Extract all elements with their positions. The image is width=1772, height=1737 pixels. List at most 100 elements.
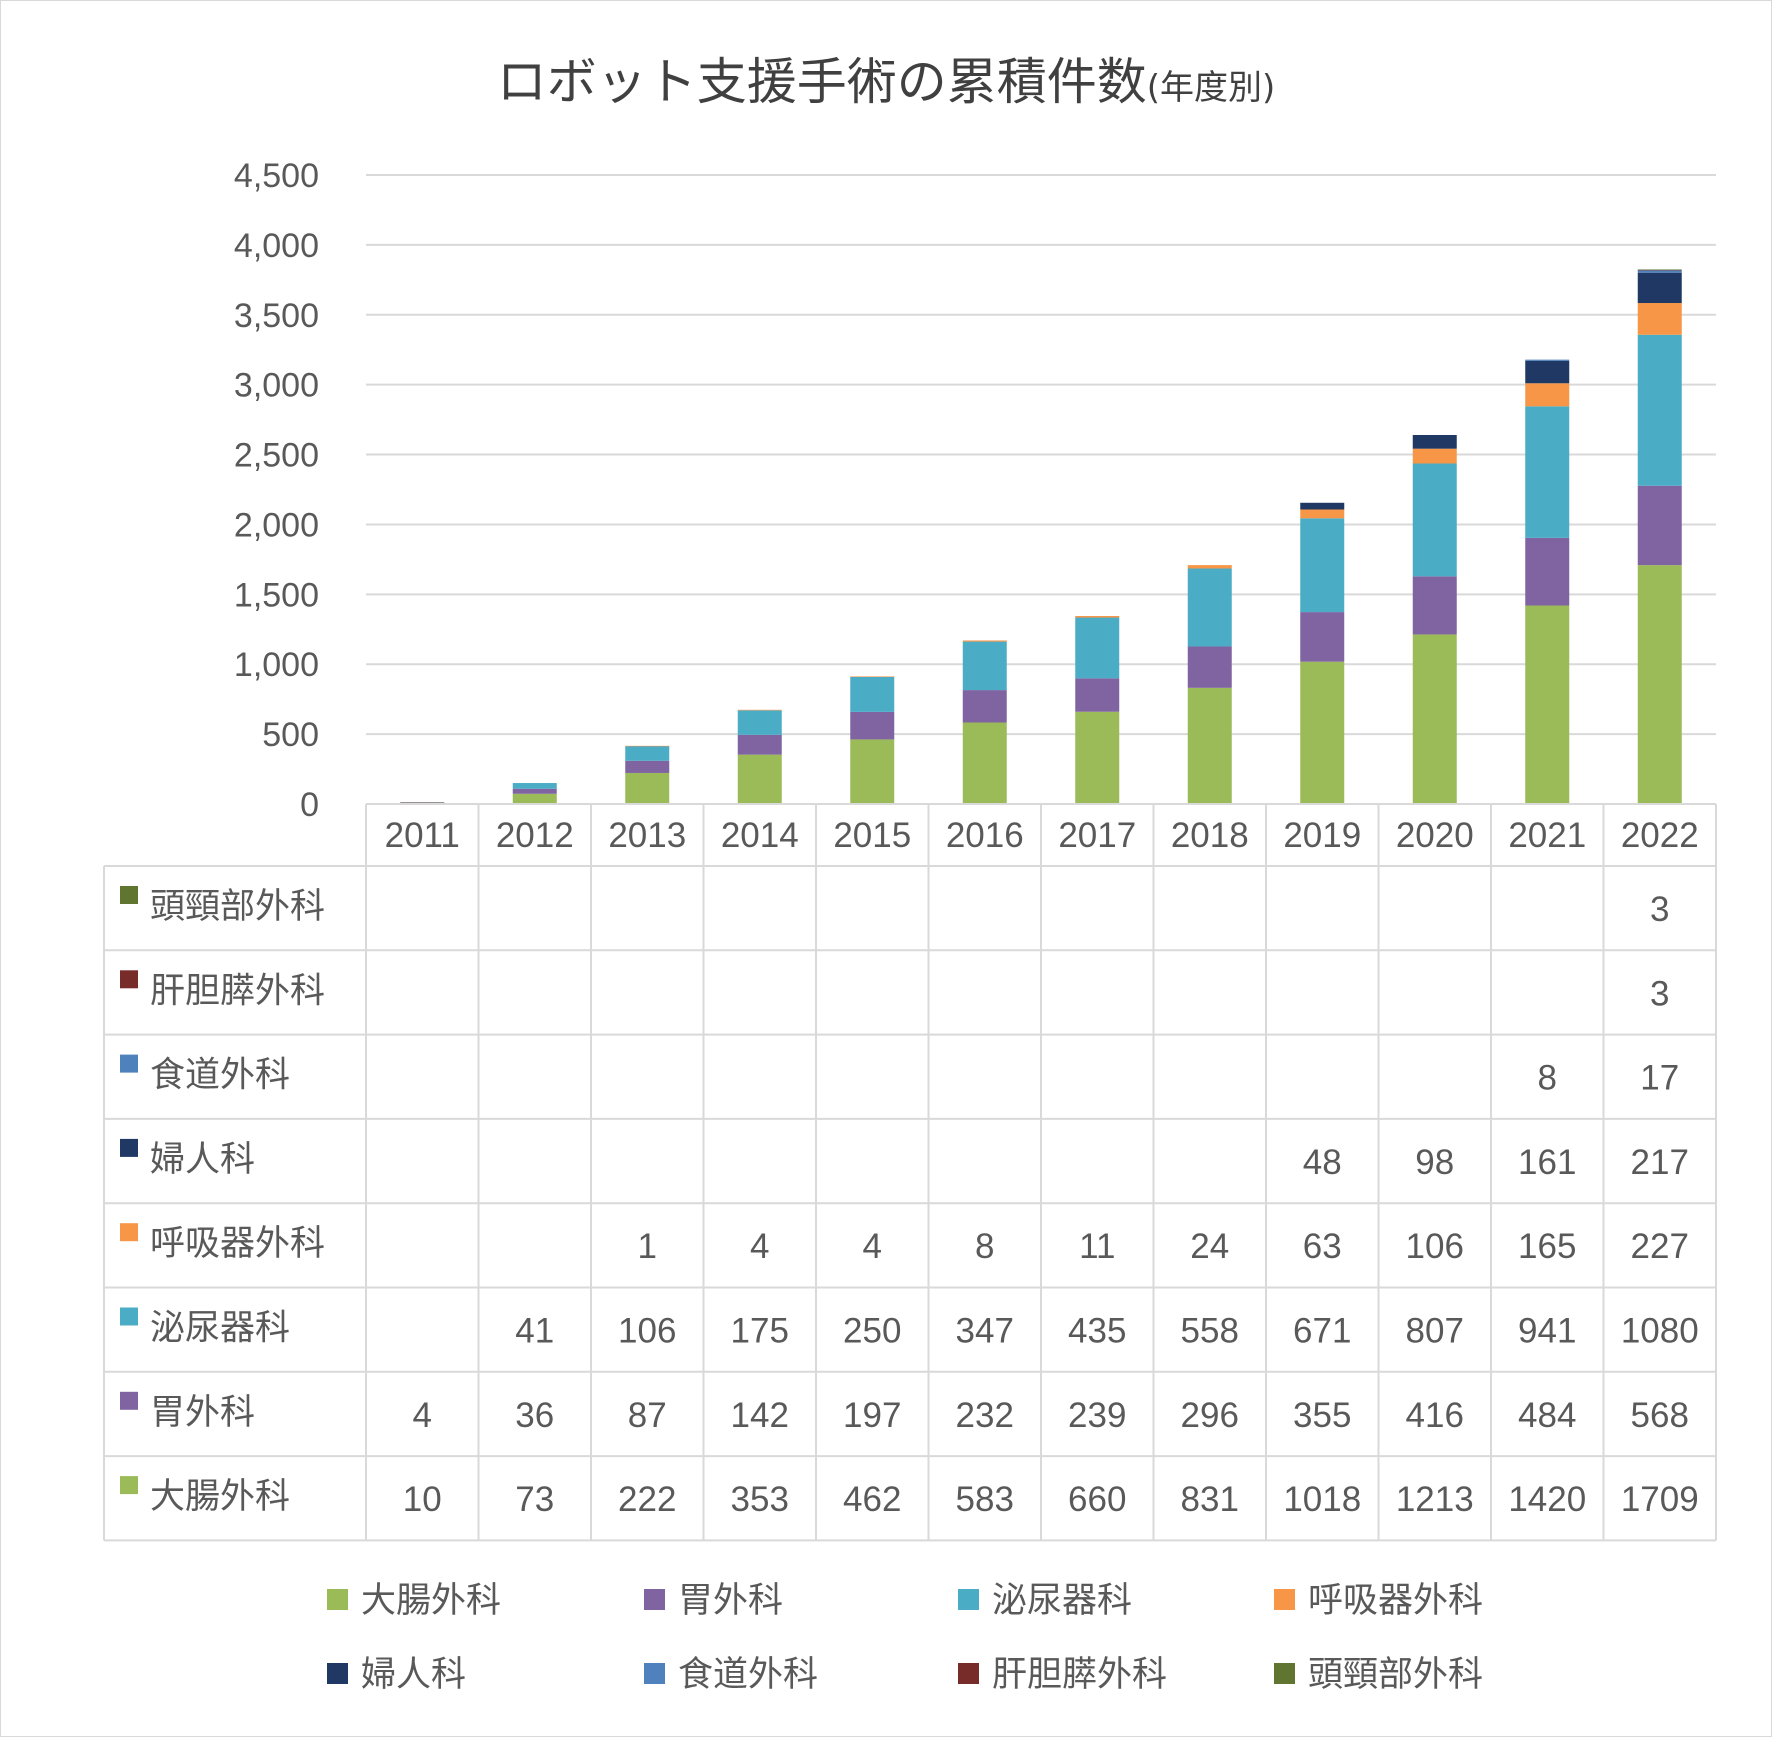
x-tick-label: 2016 <box>946 816 1024 855</box>
table-cell-value: 462 <box>843 1480 901 1519</box>
table-cell-value: 1709 <box>1621 1480 1699 1519</box>
y-tick-label: 0 <box>300 786 319 824</box>
bar-segment <box>962 641 1007 691</box>
table-cell-value: 831 <box>1181 1480 1239 1519</box>
table-cell-value: 73 <box>515 1480 554 1519</box>
table-cell-value: 227 <box>1631 1227 1689 1266</box>
bar-segment <box>737 754 782 804</box>
bar-segment <box>1075 617 1120 679</box>
table-cell-value: 1420 <box>1508 1480 1586 1519</box>
table-cell-value: 355 <box>1293 1396 1351 1435</box>
table-row-label: 肝胆膵外科 <box>150 971 325 1011</box>
x-tick-label: 2014 <box>721 816 799 855</box>
bar-segment <box>1300 509 1345 519</box>
table-cell-value: 941 <box>1518 1312 1576 1351</box>
table-cell-value: 17 <box>1640 1059 1679 1098</box>
y-tick-label: 3,500 <box>234 297 319 335</box>
table-row-label: 呼吸器外科 <box>150 1224 325 1264</box>
bar-segment <box>625 760 670 773</box>
table-cell-value: 4 <box>863 1227 882 1266</box>
bar-segment <box>1187 565 1232 569</box>
bar-segment <box>1637 269 1682 271</box>
y-tick-label: 1,000 <box>234 646 319 684</box>
table-cell-value: 4 <box>413 1396 432 1435</box>
bar-segment <box>1300 661 1345 804</box>
x-tick-label: 2017 <box>1058 816 1136 855</box>
table-legend-key <box>120 1307 138 1326</box>
bar-segment <box>962 640 1007 642</box>
table-cell-value: 1080 <box>1621 1312 1699 1351</box>
bar-segment <box>737 710 782 735</box>
y-tick-label: 2,000 <box>234 506 319 544</box>
bar-segment <box>400 802 445 803</box>
bar-segment <box>1075 711 1120 804</box>
bar-segment <box>1637 272 1682 304</box>
table-cell-value: 3 <box>1650 890 1669 929</box>
table-cell-value: 24 <box>1190 1227 1229 1266</box>
table-cell-value: 353 <box>731 1480 789 1519</box>
table-cell-value: 175 <box>731 1312 789 1351</box>
bar-segment <box>1412 463 1457 577</box>
y-tick-label: 4,500 <box>234 157 319 195</box>
bar-segment <box>512 788 557 794</box>
bar-segment <box>1187 646 1232 688</box>
chart-title-main: ロボット支援手術の累積件数 <box>497 53 1147 111</box>
table-cell-value: 484 <box>1518 1396 1576 1435</box>
bar-segment <box>1300 518 1345 613</box>
table-cell-value: 222 <box>618 1480 676 1519</box>
table-cell-value: 583 <box>956 1480 1014 1519</box>
table-legend-key <box>120 1476 138 1495</box>
bar-segment <box>1525 605 1570 804</box>
legend-key <box>644 1589 665 1610</box>
table-row-label: 頭頸部外科 <box>150 887 325 927</box>
bar-segment <box>1525 360 1570 384</box>
bar-segment <box>1637 269 1682 270</box>
table-cell-value: 106 <box>1406 1227 1464 1266</box>
bar-segment <box>1525 406 1570 538</box>
table-cell-value: 416 <box>1406 1396 1464 1435</box>
table-cell-value: 142 <box>731 1396 789 1435</box>
table-legend-key <box>120 970 138 989</box>
bar-segment <box>1637 485 1682 566</box>
bars <box>400 269 1682 804</box>
x-tick-label: 2021 <box>1508 816 1586 855</box>
x-tick-label: 2020 <box>1396 816 1474 855</box>
chart-title: ロボット支援手術の累積件数(年度別) <box>497 53 1276 111</box>
table-cell-value: 558 <box>1181 1312 1239 1351</box>
table-cell-value: 239 <box>1068 1396 1126 1435</box>
table-legend-key <box>120 1138 138 1157</box>
table-row-label: 婦人科 <box>150 1140 255 1180</box>
gridlines <box>366 174 1716 736</box>
bar-segment <box>1300 502 1345 510</box>
table-cell-value: 197 <box>843 1396 901 1435</box>
x-tick-label: 2011 <box>385 816 460 855</box>
table-legend-key <box>120 1054 138 1073</box>
bar-segment <box>850 711 895 740</box>
table-cell-value: 1018 <box>1283 1480 1361 1519</box>
table-row-label: 大腸外科 <box>150 1477 290 1517</box>
legend-label: 泌尿器科 <box>992 1581 1132 1621</box>
table-row-label: 食道外科 <box>150 1056 290 1096</box>
table-legend-key <box>120 1391 138 1410</box>
table-cell-value: 250 <box>843 1312 901 1351</box>
table-cell-value: 11 <box>1079 1227 1115 1266</box>
bar-segment <box>1637 334 1682 486</box>
legend-label: 胃外科 <box>678 1581 783 1621</box>
bar-segment <box>737 709 782 711</box>
legend-key <box>327 1589 348 1610</box>
legend-key <box>1274 1663 1295 1684</box>
bar-segment <box>850 676 895 712</box>
table-cell-value: 165 <box>1518 1227 1576 1266</box>
table-row-label: 泌尿器科 <box>150 1309 290 1349</box>
table-cell-value: 296 <box>1181 1396 1239 1435</box>
table-cell-value: 10 <box>403 1480 442 1519</box>
legend-label: 婦人科 <box>361 1655 466 1695</box>
x-tick-label: 2022 <box>1621 816 1699 855</box>
bar-segment <box>1637 270 1682 273</box>
table-cell-value: 217 <box>1631 1143 1689 1182</box>
legend-label: 肝胆膵外科 <box>992 1655 1167 1695</box>
table-cell-value: 807 <box>1406 1312 1464 1351</box>
legend-label: 呼吸器外科 <box>1308 1581 1483 1621</box>
table-cell-value: 3 <box>1650 974 1669 1013</box>
x-tick-label: 2019 <box>1283 816 1361 855</box>
